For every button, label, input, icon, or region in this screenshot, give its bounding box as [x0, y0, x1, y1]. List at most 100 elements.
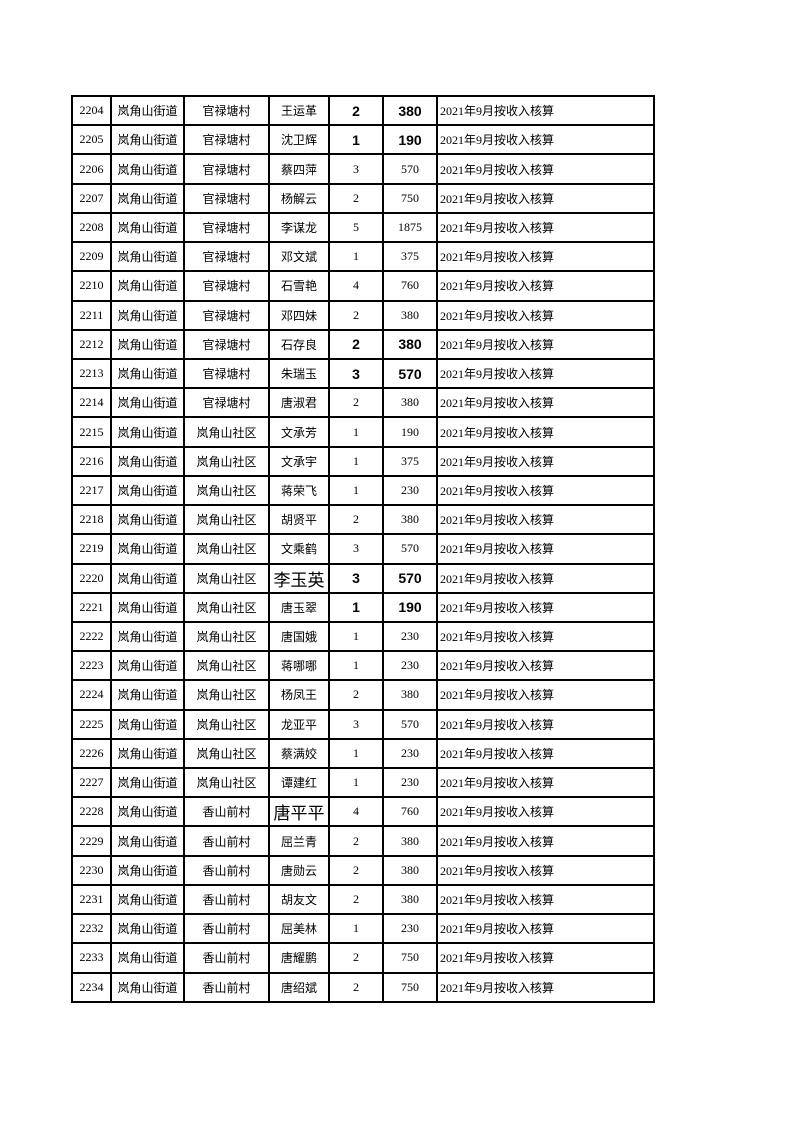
table-row: 2219 岚角山街道 岚角山社区 文乘鹤 3 570 2021年9月按收入核算 — [71, 533, 655, 565]
cell-street: 岚角山街道 — [110, 650, 185, 682]
cell-amount: 230 — [382, 913, 438, 945]
cell-street: 岚角山街道 — [110, 153, 185, 185]
cell-count: 1 — [328, 767, 384, 799]
cell-street: 岚角山街道 — [110, 504, 185, 536]
cell-count: 1 — [328, 416, 384, 448]
cell-note: 2021年9月按收入核算 — [436, 650, 655, 682]
cell-count: 2 — [328, 679, 384, 711]
cell-count: 1 — [328, 124, 384, 156]
cell-village: 香山前村 — [183, 913, 270, 945]
table-row: 2213 岚角山街道 官禄塘村 朱瑞玉 3 570 2021年9月按收入核算 — [71, 357, 655, 390]
cell-count: 2 — [328, 825, 384, 857]
cell-id: 2214 — [71, 387, 112, 419]
cell-name: 李玉英 — [268, 562, 330, 594]
cell-name: 杨解云 — [268, 182, 330, 214]
cell-count: 2 — [328, 182, 384, 214]
cell-id: 2209 — [71, 241, 112, 273]
cell-village: 官禄塘村 — [183, 211, 270, 244]
cell-id: 2216 — [71, 445, 112, 477]
table-row: 2208 岚角山街道 官禄塘村 李谋龙 5 1875 2021年9月按收入核算 — [71, 211, 655, 244]
cell-amount: 750 — [382, 182, 438, 214]
cell-id: 2225 — [71, 708, 112, 740]
cell-street: 岚角山街道 — [110, 328, 185, 360]
table-row: 2224 岚角山街道 岚角山社区 杨凤王 2 380 2021年9月按收入核算 — [71, 679, 655, 711]
cell-note: 2021年9月按收入核算 — [436, 708, 655, 740]
cell-count: 3 — [328, 533, 384, 565]
cell-street: 岚角山街道 — [110, 182, 185, 214]
cell-id: 2231 — [71, 883, 112, 916]
cell-note: 2021年9月按收入核算 — [436, 591, 655, 623]
cell-village: 官禄塘村 — [183, 241, 270, 273]
cell-village: 岚角山社区 — [183, 591, 270, 623]
cell-street: 岚角山街道 — [110, 679, 185, 711]
cell-count: 1 — [328, 241, 384, 273]
table-row: 2222 岚角山街道 岚角山社区 唐国娥 1 230 2021年9月按收入核算 — [71, 620, 655, 653]
cell-amount: 380 — [382, 504, 438, 536]
cell-amount: 380 — [382, 825, 438, 857]
cell-street: 岚角山街道 — [110, 883, 185, 916]
cell-name: 李谋龙 — [268, 211, 330, 244]
cell-note: 2021年9月按收入核算 — [436, 737, 655, 770]
table-row: 2225 岚角山街道 岚角山社区 龙亚平 3 570 2021年9月按收入核算 — [71, 708, 655, 740]
cell-id: 2229 — [71, 825, 112, 857]
cell-village: 官禄塘村 — [183, 299, 270, 331]
cell-street: 岚角山街道 — [110, 94, 185, 127]
cell-id: 2208 — [71, 211, 112, 244]
table-row: 2209 岚角山街道 官禄塘村 邓文斌 1 375 2021年9月按收入核算 — [71, 241, 655, 273]
cell-name: 朱瑞玉 — [268, 357, 330, 390]
table-row: 2206 岚角山街道 官禄塘村 蔡四萍 3 570 2021年9月按收入核算 — [71, 153, 655, 185]
cell-note: 2021年9月按收入核算 — [436, 942, 655, 974]
cell-village: 官禄塘村 — [183, 124, 270, 156]
cell-village: 官禄塘村 — [183, 153, 270, 185]
cell-village: 岚角山社区 — [183, 416, 270, 448]
cell-id: 2211 — [71, 299, 112, 331]
cell-street: 岚角山街道 — [110, 825, 185, 857]
cell-street: 岚角山街道 — [110, 416, 185, 448]
cell-amount: 230 — [382, 767, 438, 799]
cell-village: 香山前村 — [183, 883, 270, 916]
cell-count: 4 — [328, 796, 384, 828]
cell-count: 3 — [328, 562, 384, 594]
cell-count: 2 — [328, 94, 384, 127]
cell-street: 岚角山街道 — [110, 796, 185, 828]
cell-amount: 570 — [382, 357, 438, 390]
cell-village: 岚角山社区 — [183, 767, 270, 799]
cell-name: 唐玉翠 — [268, 591, 330, 623]
cell-name: 蔡满姣 — [268, 737, 330, 770]
cell-count: 2 — [328, 854, 384, 886]
cell-amount: 760 — [382, 796, 438, 828]
cell-note: 2021年9月按收入核算 — [436, 153, 655, 185]
table-row: 2204 岚角山街道 官禄塘村 王运革 2 380 2021年9月按收入核算 — [71, 94, 655, 127]
cell-note: 2021年9月按收入核算 — [436, 357, 655, 390]
cell-id: 2221 — [71, 591, 112, 623]
table-row: 2223 岚角山街道 岚角山社区 蒋哪哪 1 230 2021年9月按收入核算 — [71, 650, 655, 682]
cell-street: 岚角山街道 — [110, 767, 185, 799]
cell-name: 文承芳 — [268, 416, 330, 448]
cell-note: 2021年9月按收入核算 — [436, 825, 655, 857]
cell-note: 2021年9月按收入核算 — [436, 796, 655, 828]
cell-street: 岚角山街道 — [110, 737, 185, 770]
cell-name: 邓文斌 — [268, 241, 330, 273]
subsidy-table: 2204 岚角山街道 官禄塘村 王运革 2 380 2021年9月按收入核算 2205 岚角山街… — [71, 94, 655, 1004]
cell-name: 谭建红 — [268, 767, 330, 799]
cell-street: 岚角山街道 — [110, 854, 185, 886]
cell-count: 1 — [328, 474, 384, 507]
table-row: 2229 岚角山街道 香山前村 屈兰青 2 380 2021年9月按收入核算 — [71, 825, 655, 857]
cell-name: 唐勋云 — [268, 854, 330, 886]
cell-id: 2205 — [71, 124, 112, 156]
cell-street: 岚角山街道 — [110, 299, 185, 331]
table-row: 2232 岚角山街道 香山前村 屈美林 1 230 2021年9月按收入核算 — [71, 913, 655, 945]
cell-village: 官禄塘村 — [183, 328, 270, 360]
cell-amount: 570 — [382, 708, 438, 740]
cell-id: 2217 — [71, 474, 112, 507]
table-row: 2234 岚角山街道 香山前村 唐绍斌 2 750 2021年9月按收入核算 — [71, 971, 655, 1004]
cell-village: 岚角山社区 — [183, 737, 270, 770]
cell-id: 2212 — [71, 328, 112, 360]
table-row: 2207 岚角山街道 官禄塘村 杨解云 2 750 2021年9月按收入核算 — [71, 182, 655, 214]
cell-note: 2021年9月按收入核算 — [436, 211, 655, 244]
cell-count: 2 — [328, 328, 384, 360]
cell-village: 官禄塘村 — [183, 387, 270, 419]
cell-note: 2021年9月按收入核算 — [436, 533, 655, 565]
cell-village: 岚角山社区 — [183, 562, 270, 594]
cell-street: 岚角山街道 — [110, 913, 185, 945]
